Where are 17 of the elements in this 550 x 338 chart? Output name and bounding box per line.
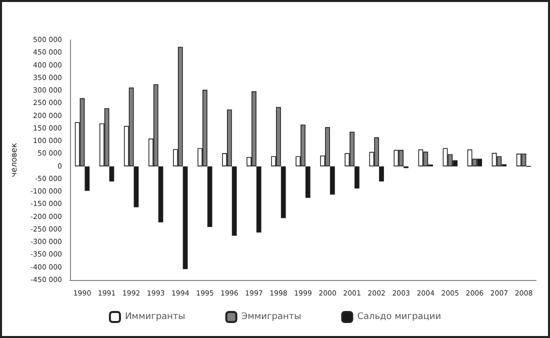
bar: [84, 166, 90, 191]
bar: [305, 166, 310, 198]
bar: [379, 166, 384, 182]
bar: [182, 166, 188, 270]
legend-label: Сальдо миграции: [357, 312, 442, 322]
bar: [280, 166, 286, 218]
legend-label: Эммигранты: [241, 312, 302, 322]
bar: [330, 166, 335, 195]
bar: [256, 166, 262, 233]
y-axis-title: человек: [10, 142, 18, 178]
bar: [354, 166, 360, 189]
bar: [109, 166, 114, 182]
bar: [158, 166, 164, 222]
legend-label: Иммигранты: [124, 312, 186, 322]
bar: [134, 166, 139, 208]
bar: [207, 166, 212, 227]
bar: [232, 166, 237, 236]
